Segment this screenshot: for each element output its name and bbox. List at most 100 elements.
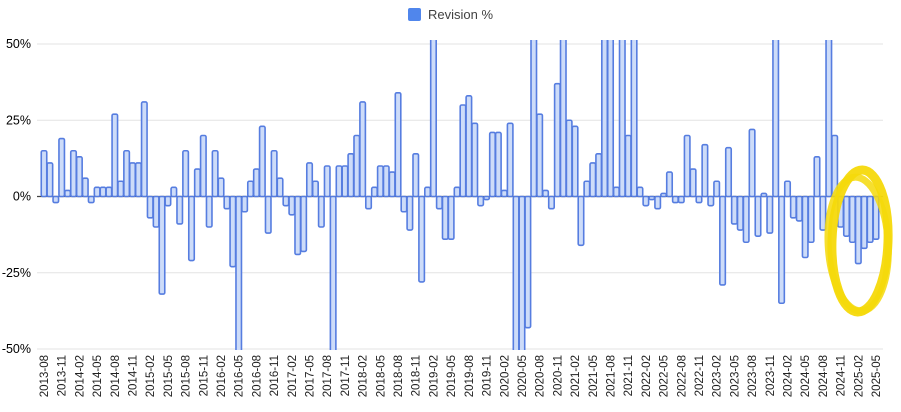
bar-2014-05[interactable]: [93, 186, 101, 198]
bar-2015-03[interactable]: [152, 195, 160, 228]
bar-2024-02[interactable]: [783, 180, 792, 198]
bar-2023-10[interactable]: [760, 192, 768, 198]
bar-2021-03[interactable]: [577, 195, 585, 247]
bar-2017-05[interactable]: [305, 162, 314, 198]
bar-2014-04[interactable]: [87, 195, 95, 204]
bar-2015-11[interactable]: [199, 134, 207, 198]
bar-2019-06[interactable]: [453, 186, 461, 198]
bar-2018-10[interactable]: [406, 195, 414, 231]
bar-2023-02[interactable]: [713, 180, 721, 198]
bar-2019-08[interactable]: [465, 95, 473, 198]
bar-2016-10[interactable]: [264, 195, 272, 234]
bar-2016-11[interactable]: [270, 149, 278, 198]
bar-2015-06[interactable]: [170, 186, 178, 198]
bar-2019-04[interactable]: [441, 195, 449, 241]
bar-2022-02[interactable]: [642, 195, 650, 207]
bar-2015-02[interactable]: [146, 195, 154, 219]
bar-2024-09[interactable]: [825, 29, 833, 198]
bar-2024-04[interactable]: [795, 195, 803, 222]
bar-2024-06[interactable]: [807, 195, 815, 244]
bar-2016-06[interactable]: [241, 195, 249, 213]
bar-2024-05[interactable]: [801, 195, 809, 259]
bar-2018-09[interactable]: [400, 195, 408, 213]
bar-2024-07[interactable]: [813, 156, 821, 198]
bar-2021-01[interactable]: [565, 119, 573, 198]
bar-2016-02[interactable]: [217, 177, 225, 198]
bar-2022-08[interactable]: [677, 195, 685, 204]
bar-2014-10[interactable]: [123, 149, 131, 198]
bar-2017-11[interactable]: [341, 165, 349, 198]
bar-2024-03[interactable]: [789, 195, 797, 219]
bar-2022-04[interactable]: [654, 195, 662, 210]
bar-2020-08[interactable]: [536, 113, 544, 198]
bar-2020-12[interactable]: [559, 29, 567, 198]
bar-2025-04[interactable]: [866, 195, 874, 244]
bar-2022-12[interactable]: [701, 143, 709, 198]
bar-2014-06[interactable]: [99, 186, 107, 198]
bar-2021-10[interactable]: [618, 29, 626, 198]
bar-2013-10[interactable]: [52, 195, 60, 204]
bar-2022-01[interactable]: [636, 186, 644, 198]
bar-2025-02[interactable]: [854, 195, 862, 265]
bar-2019-11[interactable]: [482, 195, 491, 201]
bar-2017-08[interactable]: [323, 165, 331, 198]
bar-2021-05[interactable]: [589, 162, 597, 198]
bar-2015-12[interactable]: [205, 195, 213, 228]
bar-2016-12[interactable]: [276, 177, 284, 198]
bar-2024-01[interactable]: [778, 195, 786, 305]
bar-2016-01[interactable]: [211, 149, 219, 198]
bar-2019-10[interactable]: [477, 195, 485, 207]
bar-2020-04[interactable]: [512, 195, 520, 380]
bar-2019-12[interactable]: [488, 131, 497, 198]
bar-2018-12[interactable]: [418, 195, 426, 283]
bar-2018-07[interactable]: [388, 171, 396, 198]
bar-2014-09[interactable]: [117, 180, 125, 198]
bar-2021-08[interactable]: [606, 29, 615, 198]
bar-2018-05[interactable]: [376, 165, 384, 198]
bar-2018-01[interactable]: [353, 134, 361, 198]
bar-2018-03[interactable]: [364, 195, 373, 210]
bar-2017-04[interactable]: [300, 195, 308, 253]
bar-2016-08[interactable]: [252, 168, 260, 198]
bar-2020-07[interactable]: [530, 29, 538, 198]
bar-2022-03[interactable]: [648, 195, 656, 201]
bar-2020-11[interactable]: [553, 82, 561, 198]
bar-2015-08[interactable]: [182, 149, 190, 198]
bar-2023-06[interactable]: [736, 195, 744, 231]
bar-2022-05[interactable]: [660, 192, 668, 198]
bar-2019-03[interactable]: [435, 195, 443, 210]
bar-2017-09[interactable]: [329, 195, 337, 374]
bar-2023-09[interactable]: [754, 195, 762, 237]
bar-2020-02[interactable]: [500, 189, 508, 198]
bar-2022-09[interactable]: [683, 134, 691, 198]
bar-2020-01[interactable]: [494, 131, 502, 198]
bar-2018-04[interactable]: [370, 186, 378, 198]
bar-2014-03[interactable]: [81, 177, 89, 198]
bar-2021-02[interactable]: [571, 125, 579, 198]
bar-2023-04[interactable]: [724, 146, 733, 198]
bar-2023-03[interactable]: [719, 195, 727, 286]
bar-2015-10[interactable]: [193, 168, 201, 198]
bar-2017-01[interactable]: [282, 195, 290, 207]
bar-2018-02[interactable]: [359, 101, 367, 198]
bar-2014-08[interactable]: [111, 113, 119, 198]
bar-2017-02[interactable]: [288, 195, 296, 216]
bar-2018-11[interactable]: [412, 153, 420, 198]
bar-2024-08[interactable]: [819, 195, 827, 231]
bar-2019-02[interactable]: [429, 29, 437, 198]
bar-2022-07[interactable]: [671, 195, 679, 204]
bar-2019-01[interactable]: [423, 186, 432, 198]
bar-2017-10[interactable]: [335, 165, 343, 198]
bar-2014-11[interactable]: [128, 162, 137, 198]
bar-2019-07[interactable]: [459, 104, 467, 198]
bar-2023-05[interactable]: [730, 195, 738, 225]
bar-2013-11[interactable]: [58, 137, 66, 198]
bar-2015-07[interactable]: [176, 195, 184, 225]
bar-2014-12[interactable]: [134, 162, 142, 198]
bar-2014-02[interactable]: [75, 156, 83, 198]
bar-2016-04[interactable]: [229, 195, 237, 268]
bar-2015-04[interactable]: [158, 195, 166, 295]
bar-2020-05[interactable]: [518, 195, 526, 374]
bar-2024-12[interactable]: [842, 195, 851, 237]
